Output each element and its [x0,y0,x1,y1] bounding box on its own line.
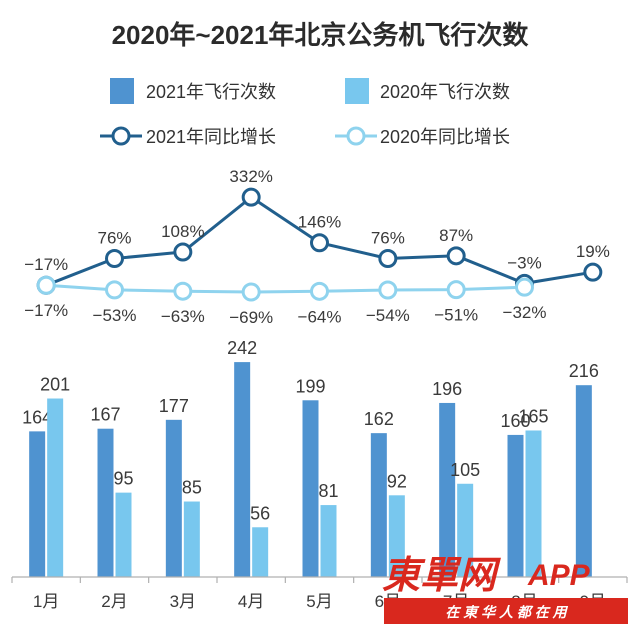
bar-label-2021-8: 160 [500,411,530,431]
growth-label-2021-6: 76% [371,228,405,247]
bar-2021-4 [234,362,251,577]
growth-label-2021-7: 87% [439,226,473,245]
growth-point-2021-5 [310,233,329,253]
growth-label-2020-1: −17% [24,301,68,320]
bar-label-2021-3: 177 [159,396,189,416]
bar-label-2021-1: 164 [22,407,52,427]
legend-label-2020-flights: 2020年飞行次数 [380,82,510,102]
growth-label-2020-5: −64% [298,307,342,326]
bar-2020-4 [252,527,269,577]
bar-label-2020-8: 165 [518,406,548,426]
bar-2021-6 [370,433,387,577]
growth-point-2021-3 [173,242,193,262]
bar-2021-9 [575,385,592,577]
growth-point-2020-1 [36,275,56,295]
legend-marker-2020-growth [346,126,366,146]
bar-2020-5 [320,505,337,577]
bar-2020-6 [388,495,405,577]
bar-2021-7 [439,402,456,577]
bar-label-2020-4: 56 [250,503,270,523]
growth-label-2021-9: 19% [576,242,610,261]
bar-2021-5 [302,400,319,577]
watermark-brand: 東單网 [382,555,501,597]
bar-2020-3 [183,501,200,577]
growth-point-2021-9 [583,262,603,282]
bar-2021-1 [29,431,46,577]
bars-layer: 164 167 177 242 199 162 196 160 216 201 95 85 56 81 92… [22,338,599,577]
growth-point-2020-6 [378,280,398,300]
legend-swatch-2020-flights [345,78,369,104]
growth-label-2020-7: −51% [434,306,478,325]
legend-label-2020-growth: 2020年同比增长 [380,127,510,147]
bar-label-2020-2: 95 [113,469,133,489]
x-tick-label-1: 1月 [33,592,59,611]
growth-point-2021-2 [105,248,124,268]
bar-label-2020-6: 92 [387,471,407,491]
legend: 2021年飞行次数 2020年飞行次数 2021年同比增长 2020年同比增长 [100,78,510,147]
legend-label-2021-flights: 2021年飞行次数 [146,82,276,102]
growth-point-2020-8 [515,277,534,297]
legend-marker-2021-growth [111,126,131,146]
bar-2020-7 [457,483,474,577]
chart-title: 2020年~2021年北京公务机飞行次数 [112,20,530,50]
growth-point-2020-3 [173,281,193,301]
bar-label-2021-6: 162 [364,409,394,429]
x-tick-label-3: 3月 [170,592,196,611]
bar-2021-3 [165,419,182,577]
watermark-slogan: 在 東 华 人 都 在 用 [445,604,568,620]
x-tick-label-2: 2月 [101,592,127,611]
growth-label-2021-1: −17% [24,255,68,274]
growth-point-2020-2 [105,280,124,300]
bar-2021-2 [97,428,114,577]
growth-point-2021-6 [378,248,398,268]
bar-label-2021-7: 196 [432,379,462,399]
bar-2020-1 [47,398,64,577]
bar-label-2021-9: 216 [569,361,599,381]
bar-label-2020-5: 81 [318,481,338,501]
growth-label-2021-3: 108% [161,222,204,241]
growth-label-2020-8: −32% [503,303,547,322]
legend-label-2021-growth: 2021年同比增长 [146,127,276,147]
growth-label-2021-8: −3% [507,253,542,272]
bar-label-2021-5: 199 [295,376,325,396]
bar-label-2020-3: 85 [182,478,202,498]
growth-point-2021-4 [241,187,261,207]
growth-label-2021-5: 146% [298,213,341,232]
growth-label-2021-4: 332% [229,167,272,186]
x-tick-label-5: 5月 [306,592,332,611]
bar-label-2020-1: 201 [40,375,70,395]
growth-point-2021-7 [446,246,466,266]
lines-layer: −17% 76% 108% 332% 146% 76% 87% −3% 19% −17% −53% −… [24,167,610,327]
growth-label-2020-3: −63% [161,307,205,326]
growth-label-2020-2: −53% [93,306,137,325]
watermark-slogan-bg [384,598,628,624]
growth-label-2021-2: 76% [97,228,131,247]
bar-2020-8 [525,430,542,577]
bar-label-2021-4: 242 [227,338,257,358]
growth-point-2020-7 [446,280,466,300]
bar-2020-2 [115,492,132,577]
watermark-app: APP [527,559,591,592]
bar-label-2021-2: 167 [90,405,120,425]
growth-line-2020 [46,283,525,294]
x-tick-label-4: 4月 [238,592,264,611]
growth-label-2020-6: −54% [366,306,410,325]
growth-label-2020-4: −69% [229,308,273,327]
bar-label-2020-7: 105 [450,460,480,480]
growth-point-2020-4 [241,282,261,302]
brand-watermark: 東單网 APP 在 東 华 人 都 在 用 [382,555,628,624]
legend-swatch-2021-flights [110,78,134,104]
bar-2021-8 [507,434,524,577]
growth-point-2020-5 [310,281,329,301]
